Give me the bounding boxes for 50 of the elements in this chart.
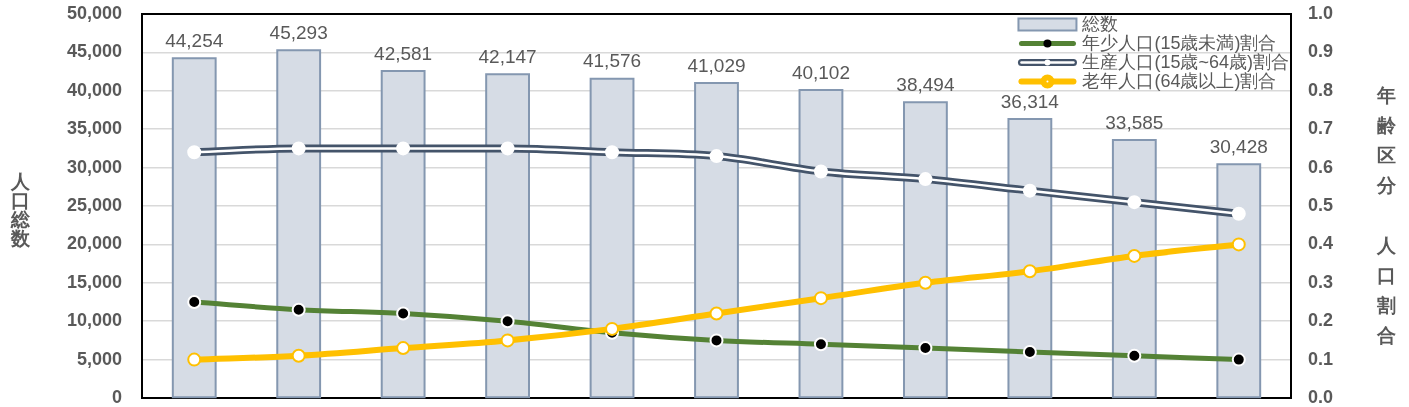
legend-label: 生産人口(15歳~64歳)割合 [1082,52,1289,73]
data-label: 42,147 [478,46,537,68]
y-axis-title: 人口総数 [10,171,30,249]
point [1022,264,1037,279]
point [1127,248,1142,263]
y-tick-label: 50,000 [66,2,122,23]
point [500,333,515,348]
y2-tick-label: 0.1 [1308,348,1334,369]
data-label: 41,576 [582,50,642,72]
point [187,352,202,367]
y2-tick-label: 0.2 [1308,310,1334,331]
y2-tick-label: 0.9 [1308,41,1334,62]
text: 年齢区分人口割合 [1376,85,1396,346]
y2-tick-label: 1.0 [1308,2,1334,23]
y2-tick-label: 0.5 [1308,194,1334,215]
data-label: 44,254 [165,29,224,51]
y-tick-label: 15,000 [66,271,122,292]
point [813,291,828,306]
legend-label: 老年人口(64歳以上)割合 [1082,71,1277,92]
y-tick-label: 35,000 [66,118,122,139]
y2-tick-label: 0.6 [1308,156,1334,177]
y-tick-label: 40,000 [66,79,122,100]
data-label: 40,102 [791,61,851,83]
y-tick-label: 30,000 [66,156,122,177]
y2-tick-label: 0.0 [1308,386,1334,407]
data-label: 30,428 [1209,136,1268,158]
y2-tick-label: 0.4 [1308,233,1334,254]
data-label: 33,585 [1105,111,1164,133]
point [918,275,933,290]
y-tick-label: 0 [111,386,122,407]
y-tick-label: 10,000 [66,310,122,331]
y2-tick-label: 0.8 [1308,79,1334,100]
y-tick-label: 45,000 [66,41,122,62]
data-label: 38,494 [896,74,955,96]
point [709,306,724,321]
y-tick-label: 5,000 [76,348,122,369]
y2-tick-label: 0.3 [1308,271,1334,292]
y-tick-label: 20,000 [66,233,122,254]
point [605,321,620,336]
legend-label: 総数 [1081,14,1119,35]
y2-tick-label: 0.7 [1308,118,1334,139]
legend-label: 年少人口(15歳未満)割合 [1082,33,1277,54]
data-label: 42,581 [374,42,433,64]
point [396,341,411,356]
data-label: 36,314 [1000,90,1060,112]
y-tick-label: 25,000 [66,194,122,215]
point [1231,237,1246,252]
data-label: 41,029 [687,54,746,76]
point [291,348,306,363]
data-label: 45,293 [269,21,328,43]
